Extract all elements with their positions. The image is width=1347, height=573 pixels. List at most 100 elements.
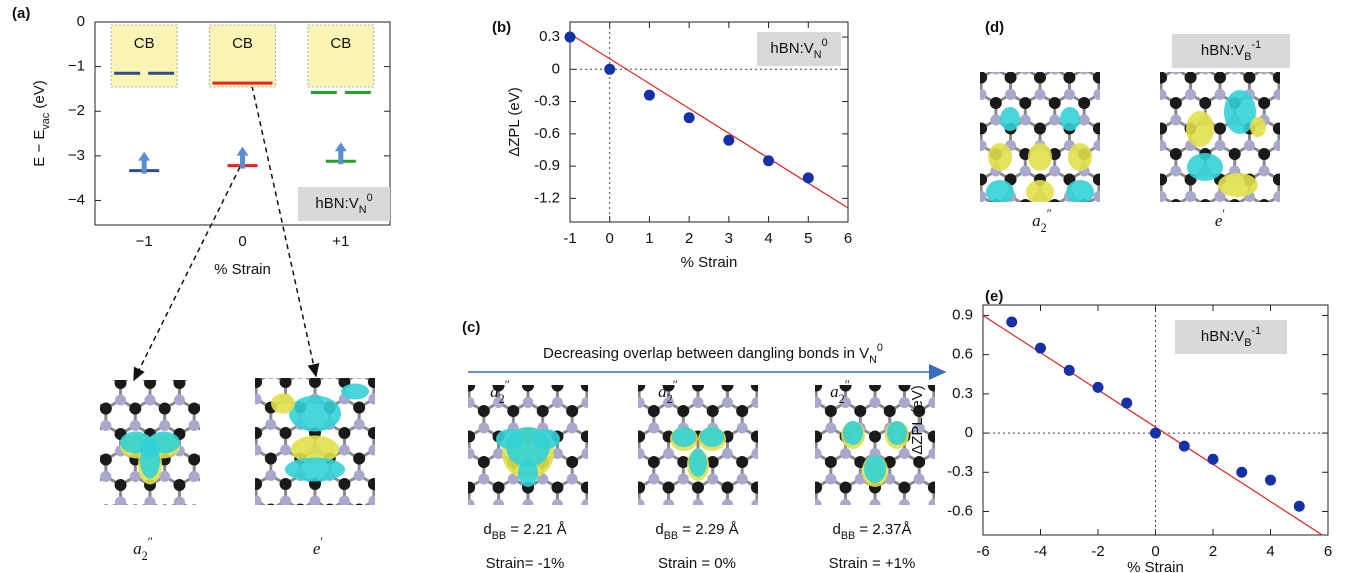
bond [860, 505, 875, 514]
bond [224, 553, 239, 562]
atom [331, 321, 342, 332]
atom [85, 428, 97, 440]
bond [238, 477, 253, 486]
atom [71, 420, 82, 431]
atom [581, 329, 593, 341]
bond [952, 44, 967, 53]
atom [1332, 89, 1343, 100]
atom [507, 303, 519, 315]
bond [492, 352, 507, 361]
atom [1317, 46, 1329, 58]
x-tick-label: 4 [1266, 543, 1274, 560]
bond [937, 18, 952, 27]
bond [150, 298, 165, 307]
bond [182, 297, 197, 306]
atom [130, 420, 141, 431]
atom [247, 505, 259, 517]
atom [1317, 199, 1329, 211]
atom [115, 377, 127, 389]
atom [931, 64, 942, 75]
data-point [1179, 441, 1190, 452]
bond [907, 0, 922, 1]
atom [339, 343, 350, 354]
atom [265, 453, 277, 465]
bond [1323, 69, 1338, 78]
atom [478, 354, 490, 366]
atom [295, 368, 306, 379]
bond [616, 377, 631, 386]
bond [440, 454, 455, 463]
atom [457, 547, 468, 558]
data-point [1121, 398, 1132, 409]
atom [1123, 242, 1134, 253]
atom [1244, 140, 1255, 151]
bond [580, 377, 595, 386]
bond [816, 530, 831, 539]
bond [801, 377, 816, 386]
atom [1008, 21, 1020, 33]
atom [486, 346, 497, 357]
bond [227, 399, 242, 408]
atom [233, 344, 244, 355]
atom [218, 369, 229, 380]
bond [410, 454, 425, 463]
bond [772, 403, 787, 412]
atom [206, 300, 218, 312]
bond [337, 326, 352, 335]
bond [448, 450, 463, 459]
bond [1132, 0, 1147, 1]
atom [1196, 217, 1207, 228]
bond [801, 530, 816, 539]
atom [86, 446, 97, 457]
bond [846, 505, 861, 514]
atom [1259, 268, 1270, 279]
atom [1303, 140, 1314, 151]
atom [398, 445, 409, 456]
bond [624, 301, 639, 310]
atom [873, 64, 884, 75]
bond [17, 298, 32, 307]
bond [241, 323, 256, 332]
atom [708, 321, 719, 332]
bond [212, 348, 227, 357]
bond [1011, 44, 1026, 53]
bond [952, 146, 967, 155]
bond [1029, 18, 1044, 27]
atom [707, 372, 718, 383]
atom [872, 97, 884, 109]
bond [1187, 222, 1202, 231]
atom [1318, 64, 1329, 75]
atom [1303, 89, 1314, 100]
atom [309, 325, 321, 337]
atom [56, 428, 68, 440]
atom [722, 329, 734, 341]
bond [1117, 18, 1132, 27]
atom [280, 547, 291, 558]
bond [410, 326, 425, 335]
lobe [887, 421, 907, 445]
atom [780, 329, 792, 341]
atom [250, 325, 262, 337]
bond [418, 527, 433, 536]
bond [1084, 222, 1099, 231]
atom [589, 372, 600, 383]
atom [26, 377, 38, 389]
data-point [1208, 454, 1219, 465]
atom [633, 533, 645, 545]
atom [1060, 558, 1072, 570]
bond [1161, 248, 1176, 257]
bond [91, 349, 106, 358]
atom [961, 217, 972, 228]
atom [173, 479, 185, 491]
bond [757, 326, 772, 335]
bond [366, 352, 381, 361]
atom [339, 445, 350, 456]
atom [751, 448, 762, 459]
bond [351, 326, 366, 335]
atom [928, 397, 939, 408]
bond [1043, 44, 1058, 53]
atom [781, 448, 792, 459]
bond [801, 403, 816, 412]
atom [383, 453, 395, 465]
bond [418, 450, 433, 459]
